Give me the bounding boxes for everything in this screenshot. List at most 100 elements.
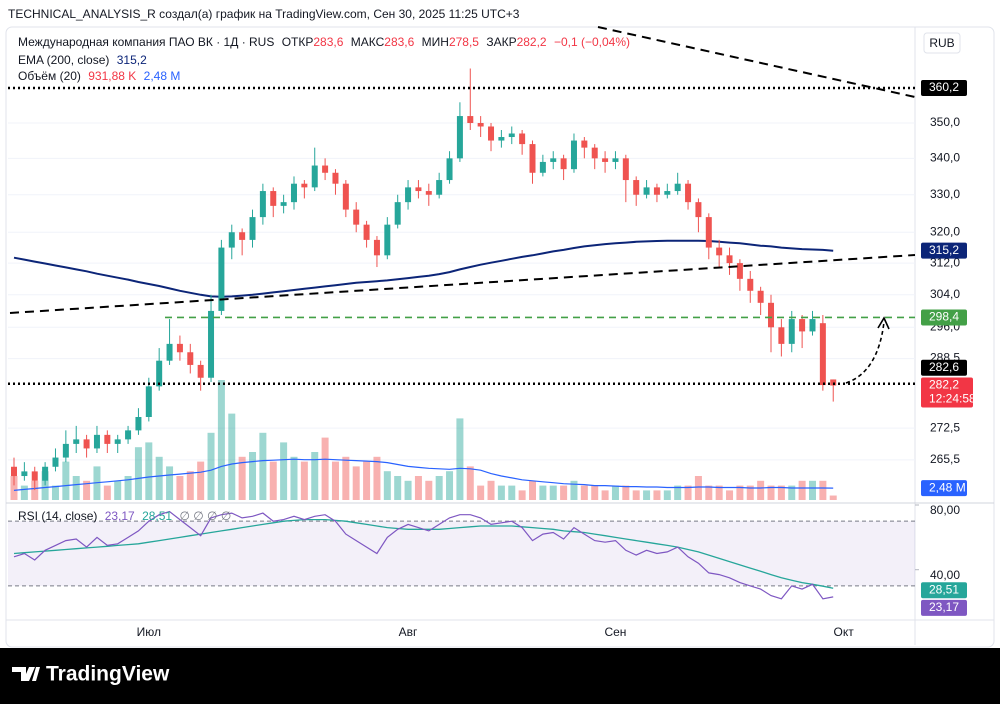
candle-body xyxy=(456,116,463,159)
level-box xyxy=(921,309,967,326)
volume-bar xyxy=(767,485,775,500)
candle-body xyxy=(83,439,90,449)
volume-bar xyxy=(114,480,122,500)
ema-line xyxy=(13,239,834,298)
volume-bar xyxy=(487,480,495,500)
candle-body xyxy=(145,386,152,418)
candle-body xyxy=(726,255,733,264)
volume-bar xyxy=(259,432,267,500)
volume-bar xyxy=(736,485,744,500)
candle-body xyxy=(799,319,806,332)
volume-bar xyxy=(829,495,837,500)
candle-body xyxy=(653,187,660,195)
countdown: 12:24:58 xyxy=(929,392,976,406)
volume-bar xyxy=(186,471,194,500)
candle-body xyxy=(716,247,723,256)
candle-body xyxy=(809,319,816,332)
volume-bar xyxy=(508,485,516,500)
volume-bar xyxy=(643,490,651,500)
candle-body xyxy=(436,180,443,195)
candle-body xyxy=(685,183,692,203)
volume-bar xyxy=(622,485,630,500)
brand: TradingView xyxy=(46,663,170,686)
volume-ma-value: 2,48 M xyxy=(144,69,181,83)
volume-bar xyxy=(176,476,184,500)
candle-body xyxy=(830,379,837,386)
candle-body xyxy=(239,232,246,240)
volume-bar xyxy=(83,480,91,500)
candle-body xyxy=(208,310,215,378)
candle-body xyxy=(591,147,598,159)
y-tick-label: 350,0 xyxy=(930,115,960,129)
candle-body xyxy=(778,327,785,344)
volume-bar xyxy=(300,461,308,500)
rsi-label: 23,17 xyxy=(929,600,959,614)
field-label: МИН xyxy=(422,35,449,49)
field-label: ОТКР xyxy=(282,35,314,49)
candle-body xyxy=(187,352,194,365)
candle-body xyxy=(747,278,754,291)
candle-body xyxy=(73,439,80,444)
volume-bar xyxy=(331,461,339,500)
volume-ma-line xyxy=(13,458,834,491)
candle-body xyxy=(373,239,380,256)
y-tick-label: 312,0 xyxy=(930,255,960,269)
candle-body xyxy=(176,343,183,353)
rsi-band xyxy=(8,521,915,586)
rsi-name: RSI (14, close) xyxy=(18,509,97,523)
candle-body xyxy=(125,430,132,440)
volume-bar xyxy=(726,490,734,500)
volume-bar xyxy=(425,480,433,500)
volume-bar xyxy=(518,490,526,500)
volume-bar xyxy=(497,485,505,500)
level-box xyxy=(921,79,967,96)
candle-body xyxy=(353,209,360,225)
candle-body xyxy=(498,137,505,141)
field-label: МАКС xyxy=(351,35,385,49)
candle-body xyxy=(519,133,526,145)
candle-body xyxy=(62,443,69,458)
y-tick-label: 265,5 xyxy=(930,452,960,466)
volume-bar xyxy=(746,485,754,500)
volume-bar xyxy=(352,466,360,500)
candle-body xyxy=(259,191,266,218)
volume-bar xyxy=(31,480,39,500)
volume-bar xyxy=(653,490,661,500)
ema-name: EMA (200, close) xyxy=(18,53,109,67)
volume-bar xyxy=(808,480,816,500)
last-price-label: 282,2 xyxy=(929,378,959,392)
y-tick-label: 304,0 xyxy=(930,287,960,301)
currency-box[interactable] xyxy=(923,32,961,54)
candle-body xyxy=(788,319,795,344)
candle-body xyxy=(311,165,318,188)
candle-body xyxy=(705,217,712,248)
volume-bar xyxy=(777,485,785,500)
volume-bar xyxy=(321,437,329,500)
candle-body xyxy=(301,183,308,188)
volume-bar xyxy=(456,418,464,500)
volume-bar xyxy=(684,485,692,500)
volume-bar xyxy=(611,485,619,500)
symbol-legend: Международная компания ПАО ВК · 1Д · RUS… xyxy=(18,35,630,49)
currency[interactable]: RUB xyxy=(929,36,954,50)
volume-bar xyxy=(663,490,671,500)
candle-body xyxy=(270,191,277,206)
candle-body xyxy=(539,161,546,173)
volume-bar xyxy=(124,476,132,500)
volume-name: Объём (20) xyxy=(18,69,81,83)
volume-value: 931,88 K xyxy=(88,69,136,83)
volume-bar xyxy=(145,442,153,500)
rsi-box xyxy=(921,599,967,616)
rsi-ma-box xyxy=(921,582,967,599)
volume-bar xyxy=(269,461,277,500)
volume-bar xyxy=(757,480,765,500)
candle-body xyxy=(394,202,401,225)
candle-body xyxy=(446,158,453,181)
level-label: 298,4 xyxy=(929,310,959,324)
y-tick-label: 320,0 xyxy=(930,224,960,238)
candle-body xyxy=(114,439,121,444)
rsi-value: 23,17 xyxy=(105,509,135,523)
volume-bar xyxy=(363,461,371,500)
